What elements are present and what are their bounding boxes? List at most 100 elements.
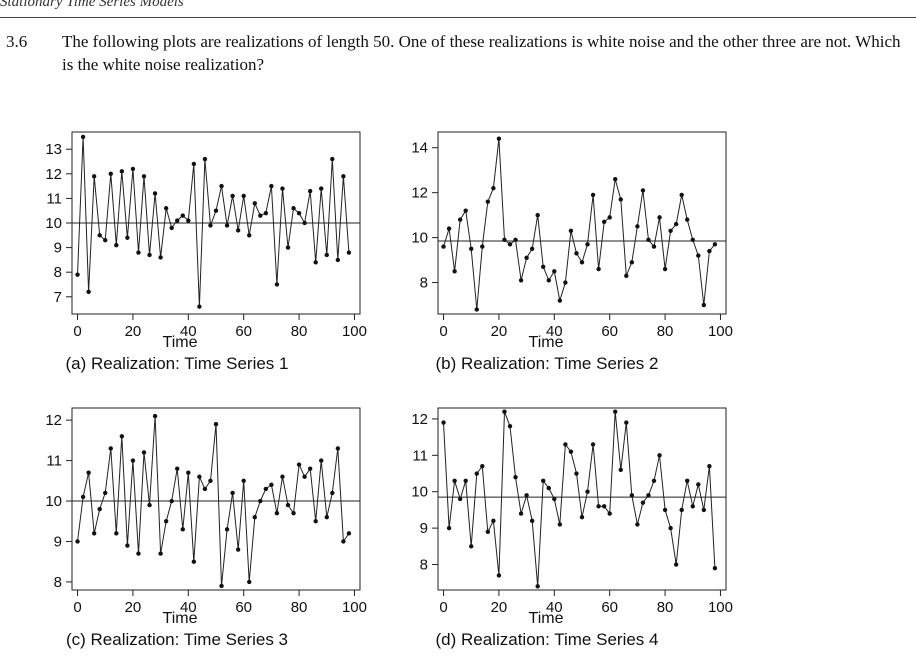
data-point xyxy=(80,494,86,500)
data-point xyxy=(507,424,513,429)
data-point xyxy=(690,237,695,243)
data-point xyxy=(607,215,612,220)
data-point xyxy=(690,504,695,509)
data-point xyxy=(601,219,607,225)
data-point xyxy=(269,482,274,488)
data-point xyxy=(108,446,113,451)
data-point xyxy=(235,547,241,552)
data-point xyxy=(646,237,651,243)
y-tick-label: 8 xyxy=(54,264,62,281)
data-point xyxy=(263,210,269,216)
x-tick-label: 20 xyxy=(491,599,508,616)
data-point xyxy=(590,442,596,447)
y-tick-label: 11 xyxy=(46,453,62,470)
data-point xyxy=(224,527,230,532)
data-point xyxy=(280,474,285,479)
data-point xyxy=(629,493,635,498)
y-tick-label: 9 xyxy=(420,520,428,537)
plot-time-series-4: 8 9 10 11 12 0 20 40 60 80 100 Time (d) Realizatio… xyxy=(366,404,746,649)
data-point xyxy=(624,273,629,279)
data-point xyxy=(491,185,496,191)
data-point xyxy=(346,250,352,255)
data-point xyxy=(163,519,169,524)
x-tick-label: 20 xyxy=(125,323,142,340)
data-point xyxy=(313,260,318,265)
y-tick-label: 7 xyxy=(54,289,62,306)
data-point xyxy=(441,244,446,249)
data-point xyxy=(502,237,507,243)
data-point xyxy=(485,199,491,204)
data-point xyxy=(291,206,296,211)
data-point xyxy=(585,242,590,247)
data-point xyxy=(696,253,701,258)
data-point xyxy=(108,171,113,177)
data-point xyxy=(457,496,463,502)
data-point xyxy=(319,458,324,463)
x-axis-label: Time xyxy=(162,610,198,627)
data-point xyxy=(86,470,91,475)
data-point xyxy=(685,478,690,483)
data-point xyxy=(152,191,158,196)
x-tick-label: 100 xyxy=(342,323,367,340)
y-tick-label: 10 xyxy=(45,493,62,510)
data-point xyxy=(607,511,612,516)
data-point xyxy=(696,482,701,487)
data-point xyxy=(75,272,80,277)
data-point xyxy=(673,562,679,567)
data-point xyxy=(568,228,574,234)
data-point xyxy=(147,252,152,258)
plot-time-series-2: 8 10 12 14 0 20 40 60 80 100 Time (b) Realization… xyxy=(366,128,746,373)
data-point xyxy=(552,496,557,502)
data-point xyxy=(152,413,158,419)
data-point xyxy=(685,217,690,222)
x-tick-label: 0 xyxy=(73,323,81,340)
data-point xyxy=(291,510,296,516)
data-point xyxy=(552,269,557,274)
x-tick-label: 0 xyxy=(73,599,81,616)
data-point xyxy=(618,197,623,202)
data-point xyxy=(80,134,86,140)
x-tick-label: 60 xyxy=(235,599,252,616)
data-point xyxy=(491,518,496,524)
chart-time-series-4: 8 9 10 11 12 0 20 40 60 80 100 xyxy=(411,407,733,616)
data-point xyxy=(563,280,568,285)
x-tick-label: 60 xyxy=(601,323,618,340)
data-point xyxy=(91,531,97,536)
data-point xyxy=(247,579,252,585)
data-point xyxy=(657,215,662,220)
data-point xyxy=(452,478,457,483)
data-point xyxy=(474,471,479,476)
data-point xyxy=(651,478,657,483)
data-point xyxy=(335,446,341,451)
data-point xyxy=(130,458,136,463)
data-point xyxy=(136,250,141,255)
y-tick-label: 10 xyxy=(411,230,428,247)
data-point xyxy=(585,489,590,494)
data-point xyxy=(319,186,324,191)
data-point xyxy=(169,225,174,231)
data-point xyxy=(646,493,651,498)
data-point xyxy=(568,449,574,454)
plot-frame xyxy=(71,407,361,591)
data-point xyxy=(679,507,684,513)
data-point xyxy=(119,169,125,174)
data-point xyxy=(125,543,130,548)
data-point xyxy=(335,257,341,263)
x-tick-label: 80 xyxy=(657,323,674,340)
chart-time-series-2: 8 10 12 14 0 20 40 60 80 100 xyxy=(411,131,733,340)
data-point xyxy=(662,507,668,513)
data-point xyxy=(446,226,452,231)
data-point xyxy=(103,238,108,243)
series-line xyxy=(77,136,350,307)
data-point xyxy=(97,233,102,238)
data-point xyxy=(141,174,147,179)
data-point xyxy=(457,217,463,222)
y-tick-label: 14 xyxy=(411,140,428,157)
data-point xyxy=(474,307,479,312)
y-tick-label: 9 xyxy=(54,240,62,257)
data-point xyxy=(524,493,529,498)
data-point xyxy=(341,539,346,544)
running-head: Stationary Time Series Models xyxy=(0,0,184,10)
x-axis-label: Time xyxy=(162,334,198,351)
data-point xyxy=(596,266,601,272)
